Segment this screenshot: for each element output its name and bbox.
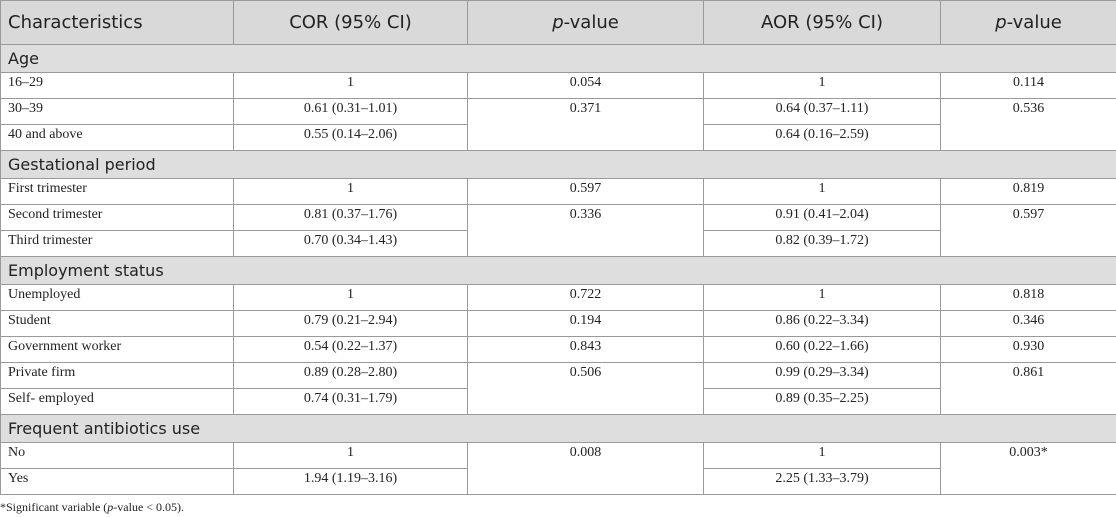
data-row: Self- employed 0.74 (0.31–1.79) 0.89 (0.35… xyxy=(0,388,1116,415)
cell: 0.89 (0.28–2.80) xyxy=(233,362,468,389)
data-row: Unemployed 1 0.722 1 0.818 xyxy=(0,284,1116,311)
cell: 0.930 xyxy=(940,336,1116,363)
data-row: Third trimester 0.70 (0.34–1.43) 0.82 (0.3… xyxy=(0,230,1116,257)
row-label: Self- employed xyxy=(0,388,234,415)
column-header: COR (95% CI) xyxy=(233,0,468,45)
section-row: Age xyxy=(0,44,1116,73)
header-text: -value xyxy=(1006,12,1062,33)
header-italic: p xyxy=(552,12,564,33)
section-title: Age xyxy=(0,44,1116,73)
row-label: Second trimester xyxy=(0,204,234,231)
cell: 0.54 (0.22–1.37) xyxy=(233,336,468,363)
cell: 0.81 (0.37–1.76) xyxy=(233,204,468,231)
cell: 0.346 xyxy=(940,310,1116,337)
cell: 0.61 (0.31–1.01) xyxy=(233,98,468,125)
data-row: Government worker 0.54 (0.22–1.37) 0.843 0.… xyxy=(0,336,1116,363)
cell: 0.74 (0.31–1.79) xyxy=(233,388,468,415)
table-body: Age 16–29 1 0.054 1 0.114 30–39 0.61 (0.31–1.01… xyxy=(0,44,1116,495)
cell: 0.861 xyxy=(940,362,1116,415)
row-label: 40 and above xyxy=(0,124,234,151)
header-text: COR (95% CI) xyxy=(289,12,412,33)
cell: 1 xyxy=(233,284,468,311)
cell: 0.597 xyxy=(467,178,704,205)
row-label: Government worker xyxy=(0,336,234,363)
section-title: Frequent antibiotics use xyxy=(0,414,1116,443)
data-row: Yes 1.94 (1.19–3.16) 2.25 (1.33–3.79) xyxy=(0,468,1116,495)
section-title: Gestational period xyxy=(0,150,1116,179)
data-row: 30–39 0.61 (0.31–1.01) 0.371 0.64 (0.37–1.1… xyxy=(0,98,1116,151)
cell: 1 xyxy=(233,178,468,205)
header-text: -value xyxy=(563,12,619,33)
cell: 0.008 xyxy=(467,442,704,495)
data-row: Second trimester 0.81 (0.37–1.76) 0.336 0.9… xyxy=(0,204,1116,257)
header-text: AOR (95% CI) xyxy=(760,12,884,33)
cell: 0.194 xyxy=(467,310,704,337)
data-row: Private firm 0.89 (0.28–2.80) 0.506 0.99 (0… xyxy=(0,362,1116,415)
column-header: Characteristics xyxy=(0,0,234,45)
cell: 0.64 (0.37–1.11) xyxy=(703,98,941,125)
row-label: No xyxy=(0,442,234,469)
cell: 0.054 xyxy=(467,72,704,99)
cell: 0.82 (0.39–1.72) xyxy=(703,230,941,257)
section-title: Employment status xyxy=(0,256,1116,285)
column-header: AOR (95% CI) xyxy=(703,0,941,45)
row-label: 16–29 xyxy=(0,72,234,99)
cell: 0.722 xyxy=(467,284,704,311)
header-text: Characteristics xyxy=(8,12,143,33)
cell: 0.597 xyxy=(940,204,1116,257)
cell: 0.843 xyxy=(467,336,704,363)
cell: 1 xyxy=(703,178,941,205)
row-label: Unemployed xyxy=(0,284,234,311)
row-label: Student xyxy=(0,310,234,337)
cell: 0.89 (0.35–2.25) xyxy=(703,388,941,415)
cell: 0.506 xyxy=(467,362,704,415)
data-row: Student 0.79 (0.21–2.94) 0.194 0.86 (0.22–3… xyxy=(0,310,1116,337)
cell: 0.99 (0.29–3.34) xyxy=(703,362,941,389)
cell: 0.371 xyxy=(467,98,704,151)
footnote-italic: p xyxy=(107,500,114,514)
row-label: Yes xyxy=(0,468,234,495)
cell: 1 xyxy=(703,284,941,311)
data-row: 16–29 1 0.054 1 0.114 xyxy=(0,72,1116,99)
cell: 0.86 (0.22–3.34) xyxy=(703,310,941,337)
column-header: p-value xyxy=(467,0,704,45)
results-table: Characteristics COR (95% CI) p-value AOR (9… xyxy=(0,0,1116,495)
section-row: Frequent antibiotics use xyxy=(0,414,1116,443)
footnote: *Significant variable (p-value < 0.05). xyxy=(0,500,184,515)
cell: 0.003* xyxy=(940,442,1116,495)
cell: 1 xyxy=(703,442,941,469)
footnote-text: *Significant variable ( xyxy=(0,500,108,514)
row-label: Third trimester xyxy=(0,230,234,257)
cell: 1 xyxy=(703,72,941,99)
cell: 0.79 (0.21–2.94) xyxy=(233,310,468,337)
cell: 0.55 (0.14–2.06) xyxy=(233,124,468,151)
cell: 0.64 (0.16–2.59) xyxy=(703,124,941,151)
data-row: 40 and above 0.55 (0.14–2.06) 0.64 (0.16–2… xyxy=(0,124,1116,151)
cell: 0.60 (0.22–1.66) xyxy=(703,336,941,363)
cell: 0.336 xyxy=(467,204,704,257)
column-header: p-value xyxy=(940,0,1116,45)
data-row: No 1 0.008 1 0.003* xyxy=(0,442,1116,495)
section-row: Gestational period xyxy=(0,150,1116,179)
cell: 0.819 xyxy=(940,178,1116,205)
data-row: First trimester 1 0.597 1 0.819 xyxy=(0,178,1116,205)
row-label: 30–39 xyxy=(0,98,234,125)
cell: 0.536 xyxy=(940,98,1116,151)
cell: 0.70 (0.34–1.43) xyxy=(233,230,468,257)
cell: 1 xyxy=(233,72,468,99)
cell: 0.91 (0.41–2.04) xyxy=(703,204,941,231)
cell: 1.94 (1.19–3.16) xyxy=(233,468,468,495)
row-label: First trimester xyxy=(0,178,234,205)
header-italic: p xyxy=(995,12,1007,33)
cell: 2.25 (1.33–3.79) xyxy=(703,468,941,495)
row-label: Private firm xyxy=(0,362,234,389)
footnote-text: -value < 0.05). xyxy=(113,500,185,514)
section-row: Employment status xyxy=(0,256,1116,285)
cell: 0.818 xyxy=(940,284,1116,311)
cell: 0.114 xyxy=(940,72,1116,99)
header-row: Characteristics COR (95% CI) p-value AOR (9… xyxy=(0,0,1116,45)
cell: 1 xyxy=(233,442,468,469)
